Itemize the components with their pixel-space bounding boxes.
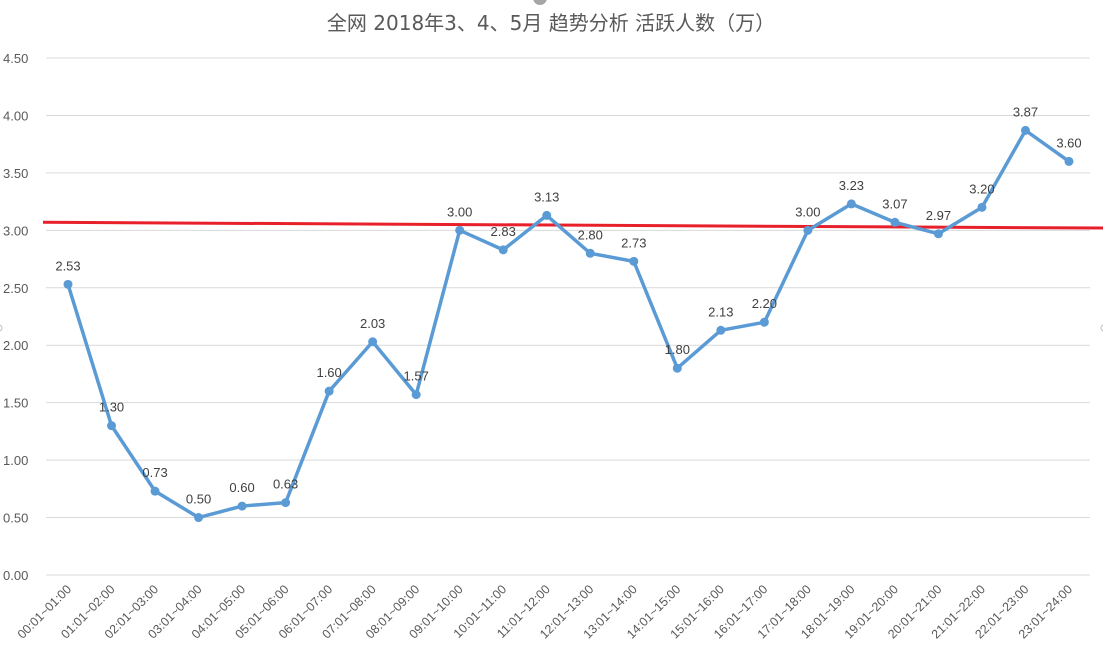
data-label: 3.23 xyxy=(839,178,864,193)
data-point-marker[interactable] xyxy=(63,279,73,289)
data-point-marker[interactable] xyxy=(150,486,160,496)
data-label: 2.97 xyxy=(926,208,951,223)
data-label: 1.57 xyxy=(404,369,429,384)
data-label: 0.50 xyxy=(186,492,211,507)
data-label: 2.73 xyxy=(621,235,646,250)
reference-line xyxy=(42,220,1103,230)
y-tick-label: 4.00 xyxy=(3,108,28,123)
chart-title: 全网 2018年3、4、5月 趋势分析 活跃人数（万） xyxy=(327,11,775,35)
data-point-marker[interactable] xyxy=(672,363,682,373)
y-tick-label: 3.50 xyxy=(3,166,28,181)
data-label: 1.80 xyxy=(665,342,690,357)
y-tick-label: 2.50 xyxy=(3,281,28,296)
right-resize-handle[interactable] xyxy=(1100,324,1103,332)
data-label: 2.03 xyxy=(360,316,385,331)
data-label: 2.53 xyxy=(55,258,80,273)
y-tick-label: 0.00 xyxy=(3,568,28,583)
data-label: 1.30 xyxy=(99,400,124,415)
data-point-marker[interactable] xyxy=(324,386,334,396)
data-label: 3.20 xyxy=(969,181,994,196)
data-point-marker[interactable] xyxy=(368,337,378,347)
data-label: 0.60 xyxy=(229,480,254,495)
data-point-marker[interactable] xyxy=(629,256,639,266)
y-tick-label: 0.50 xyxy=(3,511,28,526)
data-point-marker[interactable] xyxy=(455,225,465,235)
data-point-marker[interactable] xyxy=(281,498,291,508)
data-point-marker[interactable] xyxy=(716,325,726,335)
chart-resize-handles[interactable] xyxy=(0,0,1103,332)
data-point-marker[interactable] xyxy=(107,421,117,431)
data-label: 3.07 xyxy=(882,196,907,211)
data-point-marker[interactable] xyxy=(977,202,987,212)
data-label: 3.60 xyxy=(1056,135,1081,150)
data-label: 3.00 xyxy=(795,204,820,219)
left-resize-handle[interactable] xyxy=(0,324,3,332)
data-point-marker[interactable] xyxy=(542,210,552,220)
data-point-marker[interactable] xyxy=(411,390,421,400)
y-tick-label: 1.50 xyxy=(3,396,28,411)
data-labels: 2.53 1.30 0.73 0.50 0.60 0.63 1.60 2.03 1.57 3.00… xyxy=(55,104,1081,506)
y-tick-label: 4.50 xyxy=(3,51,28,66)
data-label: 3.87 xyxy=(1013,104,1038,119)
data-point-marker[interactable] xyxy=(803,225,813,235)
x-axis: 00:01~01:0001:01~02:0002:01~03:0003:01~0… xyxy=(15,582,1075,641)
data-point-marker[interactable] xyxy=(194,513,204,523)
y-tick-label: 2.00 xyxy=(3,338,28,353)
data-point-marker[interactable] xyxy=(498,245,508,255)
data-point-marker[interactable] xyxy=(759,317,769,327)
data-label: 2.83 xyxy=(491,224,516,239)
data-label: 1.60 xyxy=(316,365,341,380)
data-label: 2.13 xyxy=(708,304,733,319)
data-point-marker[interactable] xyxy=(1064,156,1074,166)
y-tick-label: 1.00 xyxy=(3,453,28,468)
series-line xyxy=(63,125,1074,523)
top-resize-handle[interactable] xyxy=(533,0,547,5)
data-point-marker[interactable] xyxy=(890,217,900,227)
data-label: 2.80 xyxy=(578,227,603,242)
data-label: 0.63 xyxy=(273,477,298,492)
data-point-marker[interactable] xyxy=(237,501,247,511)
data-label: 2.20 xyxy=(752,296,777,311)
data-point-marker[interactable] xyxy=(585,248,595,258)
red-reference-line xyxy=(42,220,1103,230)
y-tick-label: 3.00 xyxy=(3,223,28,238)
data-label: 0.73 xyxy=(142,465,167,480)
gridlines xyxy=(46,57,1090,576)
y-axis: 0.00 0.50 1.00 1.50 2.00 2.50 3.00 3.50 4.00 4.50 xyxy=(3,51,28,583)
data-point-marker[interactable] xyxy=(846,199,856,209)
data-label: 3.13 xyxy=(534,189,559,204)
data-label: 3.00 xyxy=(447,204,472,219)
data-point-marker[interactable] xyxy=(933,229,943,239)
data-point-marker[interactable] xyxy=(1020,125,1030,135)
series-polyline xyxy=(66,128,1071,520)
